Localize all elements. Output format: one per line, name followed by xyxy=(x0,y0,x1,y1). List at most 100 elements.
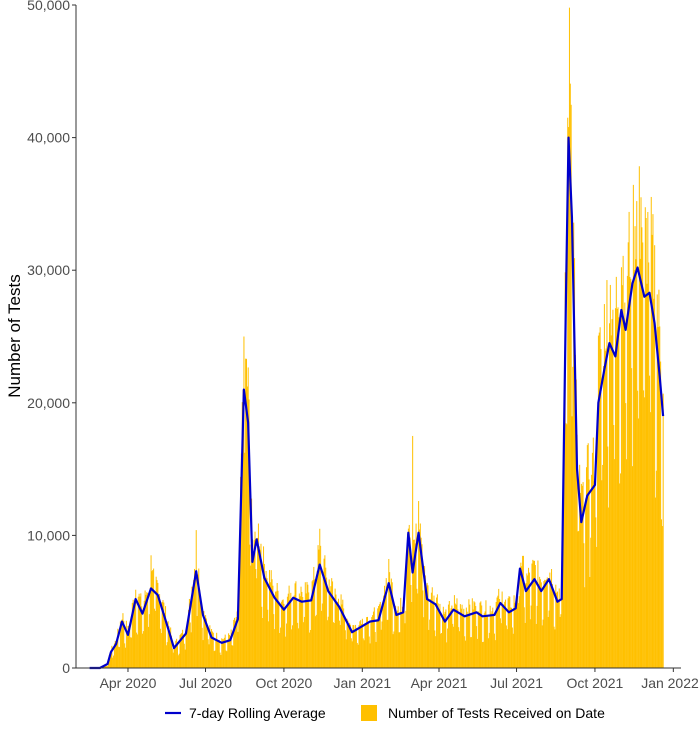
bar xyxy=(593,480,595,668)
bar xyxy=(449,610,451,668)
bar xyxy=(639,258,641,668)
bar xyxy=(474,602,476,668)
bar xyxy=(478,613,480,668)
bar xyxy=(655,470,657,668)
bar xyxy=(580,483,582,668)
bar xyxy=(226,651,228,668)
bar xyxy=(396,610,398,668)
bar xyxy=(405,610,407,668)
bar xyxy=(257,537,259,668)
bar xyxy=(309,629,311,668)
bar xyxy=(509,596,511,668)
bar xyxy=(659,326,661,668)
bar xyxy=(373,607,375,668)
bar xyxy=(292,625,294,668)
bar xyxy=(403,596,405,668)
x-tick-label: Oct 2021 xyxy=(567,675,624,691)
bar xyxy=(514,602,516,668)
bar xyxy=(352,625,354,668)
bar xyxy=(317,545,319,668)
x-tick-label: Apr 2020 xyxy=(100,675,157,691)
legend-key-tests-received xyxy=(361,705,377,721)
bar xyxy=(251,498,253,668)
bar xyxy=(647,211,649,669)
bar xyxy=(566,424,568,668)
bar xyxy=(274,629,276,668)
bar xyxy=(378,606,380,668)
bar xyxy=(480,601,482,668)
bar xyxy=(301,591,303,668)
bar xyxy=(124,643,126,668)
bar xyxy=(194,568,196,668)
bar xyxy=(297,622,299,668)
bar xyxy=(155,576,157,668)
bar xyxy=(142,631,144,668)
bar xyxy=(330,586,332,668)
bar xyxy=(126,630,128,668)
bar xyxy=(332,622,334,668)
bar xyxy=(426,582,428,668)
x-tick-label: Oct 2020 xyxy=(256,675,313,691)
bar xyxy=(345,639,347,668)
bar xyxy=(356,642,358,668)
bar xyxy=(643,390,645,668)
bar xyxy=(370,620,372,668)
bar xyxy=(190,632,192,668)
bar xyxy=(269,582,271,668)
bar xyxy=(571,416,573,668)
bar xyxy=(406,555,408,668)
bar xyxy=(207,639,209,668)
bar xyxy=(378,604,380,668)
bar xyxy=(515,601,517,668)
bar xyxy=(209,625,211,668)
bar xyxy=(182,634,184,668)
bar xyxy=(114,640,116,668)
bar xyxy=(220,654,222,668)
bar xyxy=(492,607,494,668)
y-tick-label: 30,000 xyxy=(27,262,70,278)
bar xyxy=(604,350,606,668)
bar xyxy=(488,638,489,668)
bar xyxy=(250,565,252,668)
bar xyxy=(339,624,341,668)
bar xyxy=(361,623,363,668)
bar xyxy=(446,642,448,668)
bar xyxy=(158,597,160,668)
bar xyxy=(259,549,261,668)
bar xyxy=(642,242,644,668)
bar xyxy=(168,626,170,668)
bar xyxy=(186,627,188,668)
bar xyxy=(447,628,449,668)
bar xyxy=(167,621,169,668)
bar xyxy=(655,497,657,668)
bar xyxy=(132,599,134,668)
bar xyxy=(493,613,495,668)
x-tick-label: Jul 2020 xyxy=(179,675,232,691)
bar xyxy=(123,620,125,668)
bar xyxy=(314,579,316,668)
bar xyxy=(246,358,247,668)
bar xyxy=(455,604,457,668)
bar xyxy=(295,581,297,668)
bar xyxy=(597,414,599,668)
bar xyxy=(398,632,400,668)
bar xyxy=(451,605,453,668)
bar xyxy=(263,563,265,668)
bar xyxy=(107,665,109,668)
bar xyxy=(293,595,295,668)
bar xyxy=(361,618,363,668)
bar xyxy=(169,632,171,668)
bar xyxy=(286,596,288,668)
bar xyxy=(651,234,653,668)
bar xyxy=(358,625,360,668)
bar xyxy=(545,580,547,668)
bar xyxy=(438,610,440,668)
bar xyxy=(300,586,302,668)
bar xyxy=(374,632,376,668)
bar xyxy=(417,593,419,668)
bar xyxy=(111,645,113,668)
bar xyxy=(475,606,477,668)
bar xyxy=(392,634,394,668)
bar xyxy=(465,607,467,668)
bar xyxy=(228,634,230,668)
